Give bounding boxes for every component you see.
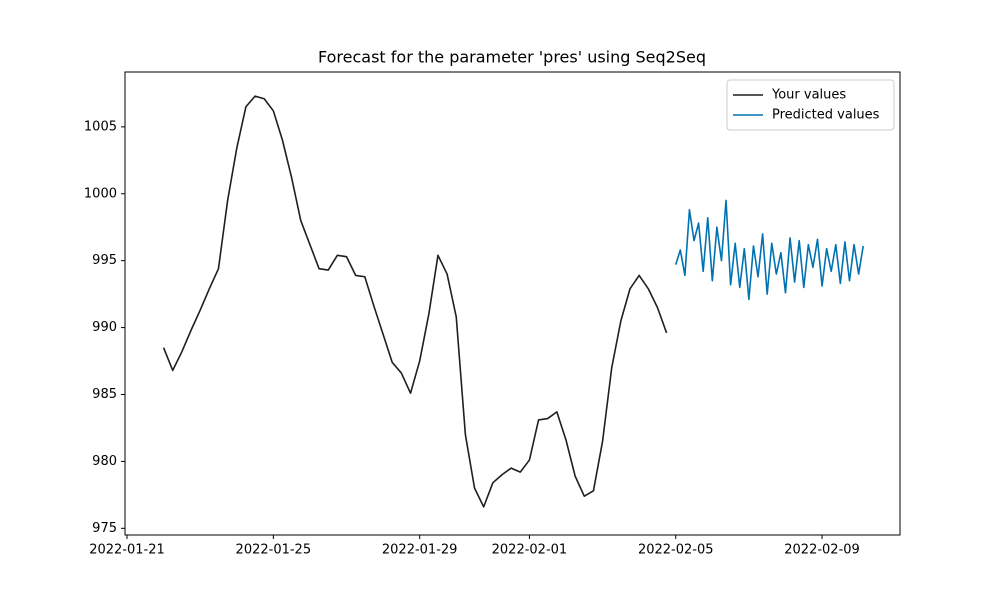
y-tick-label: 990 (92, 320, 117, 335)
series-line (162, 95, 668, 508)
x-tick-label: 2022-02-05 (638, 543, 714, 558)
legend-box (726, 79, 895, 131)
legend-label: Predicted values (772, 108, 880, 123)
y-tick-label: 985 (92, 387, 117, 402)
y-tick-label: 995 (92, 253, 117, 268)
series-line (674, 199, 864, 301)
x-tick-label: 2022-01-29 (382, 543, 458, 558)
x-tick-label: 2022-02-09 (784, 543, 860, 558)
chart-title: Forecast for the parameter 'pres' using … (318, 48, 706, 67)
legend-label: Your values (771, 88, 846, 103)
plot-frame (124, 71, 901, 536)
x-tick-label: 2022-01-25 (236, 543, 312, 558)
y-tick-label: 1000 (84, 186, 117, 201)
x-tick-label: 2022-02-01 (492, 543, 568, 558)
x-tick-label: 2022-01-21 (89, 543, 165, 558)
y-tick-label: 975 (92, 521, 117, 536)
y-tick-label: 980 (92, 454, 117, 469)
y-tick-label: 1005 (84, 119, 117, 134)
